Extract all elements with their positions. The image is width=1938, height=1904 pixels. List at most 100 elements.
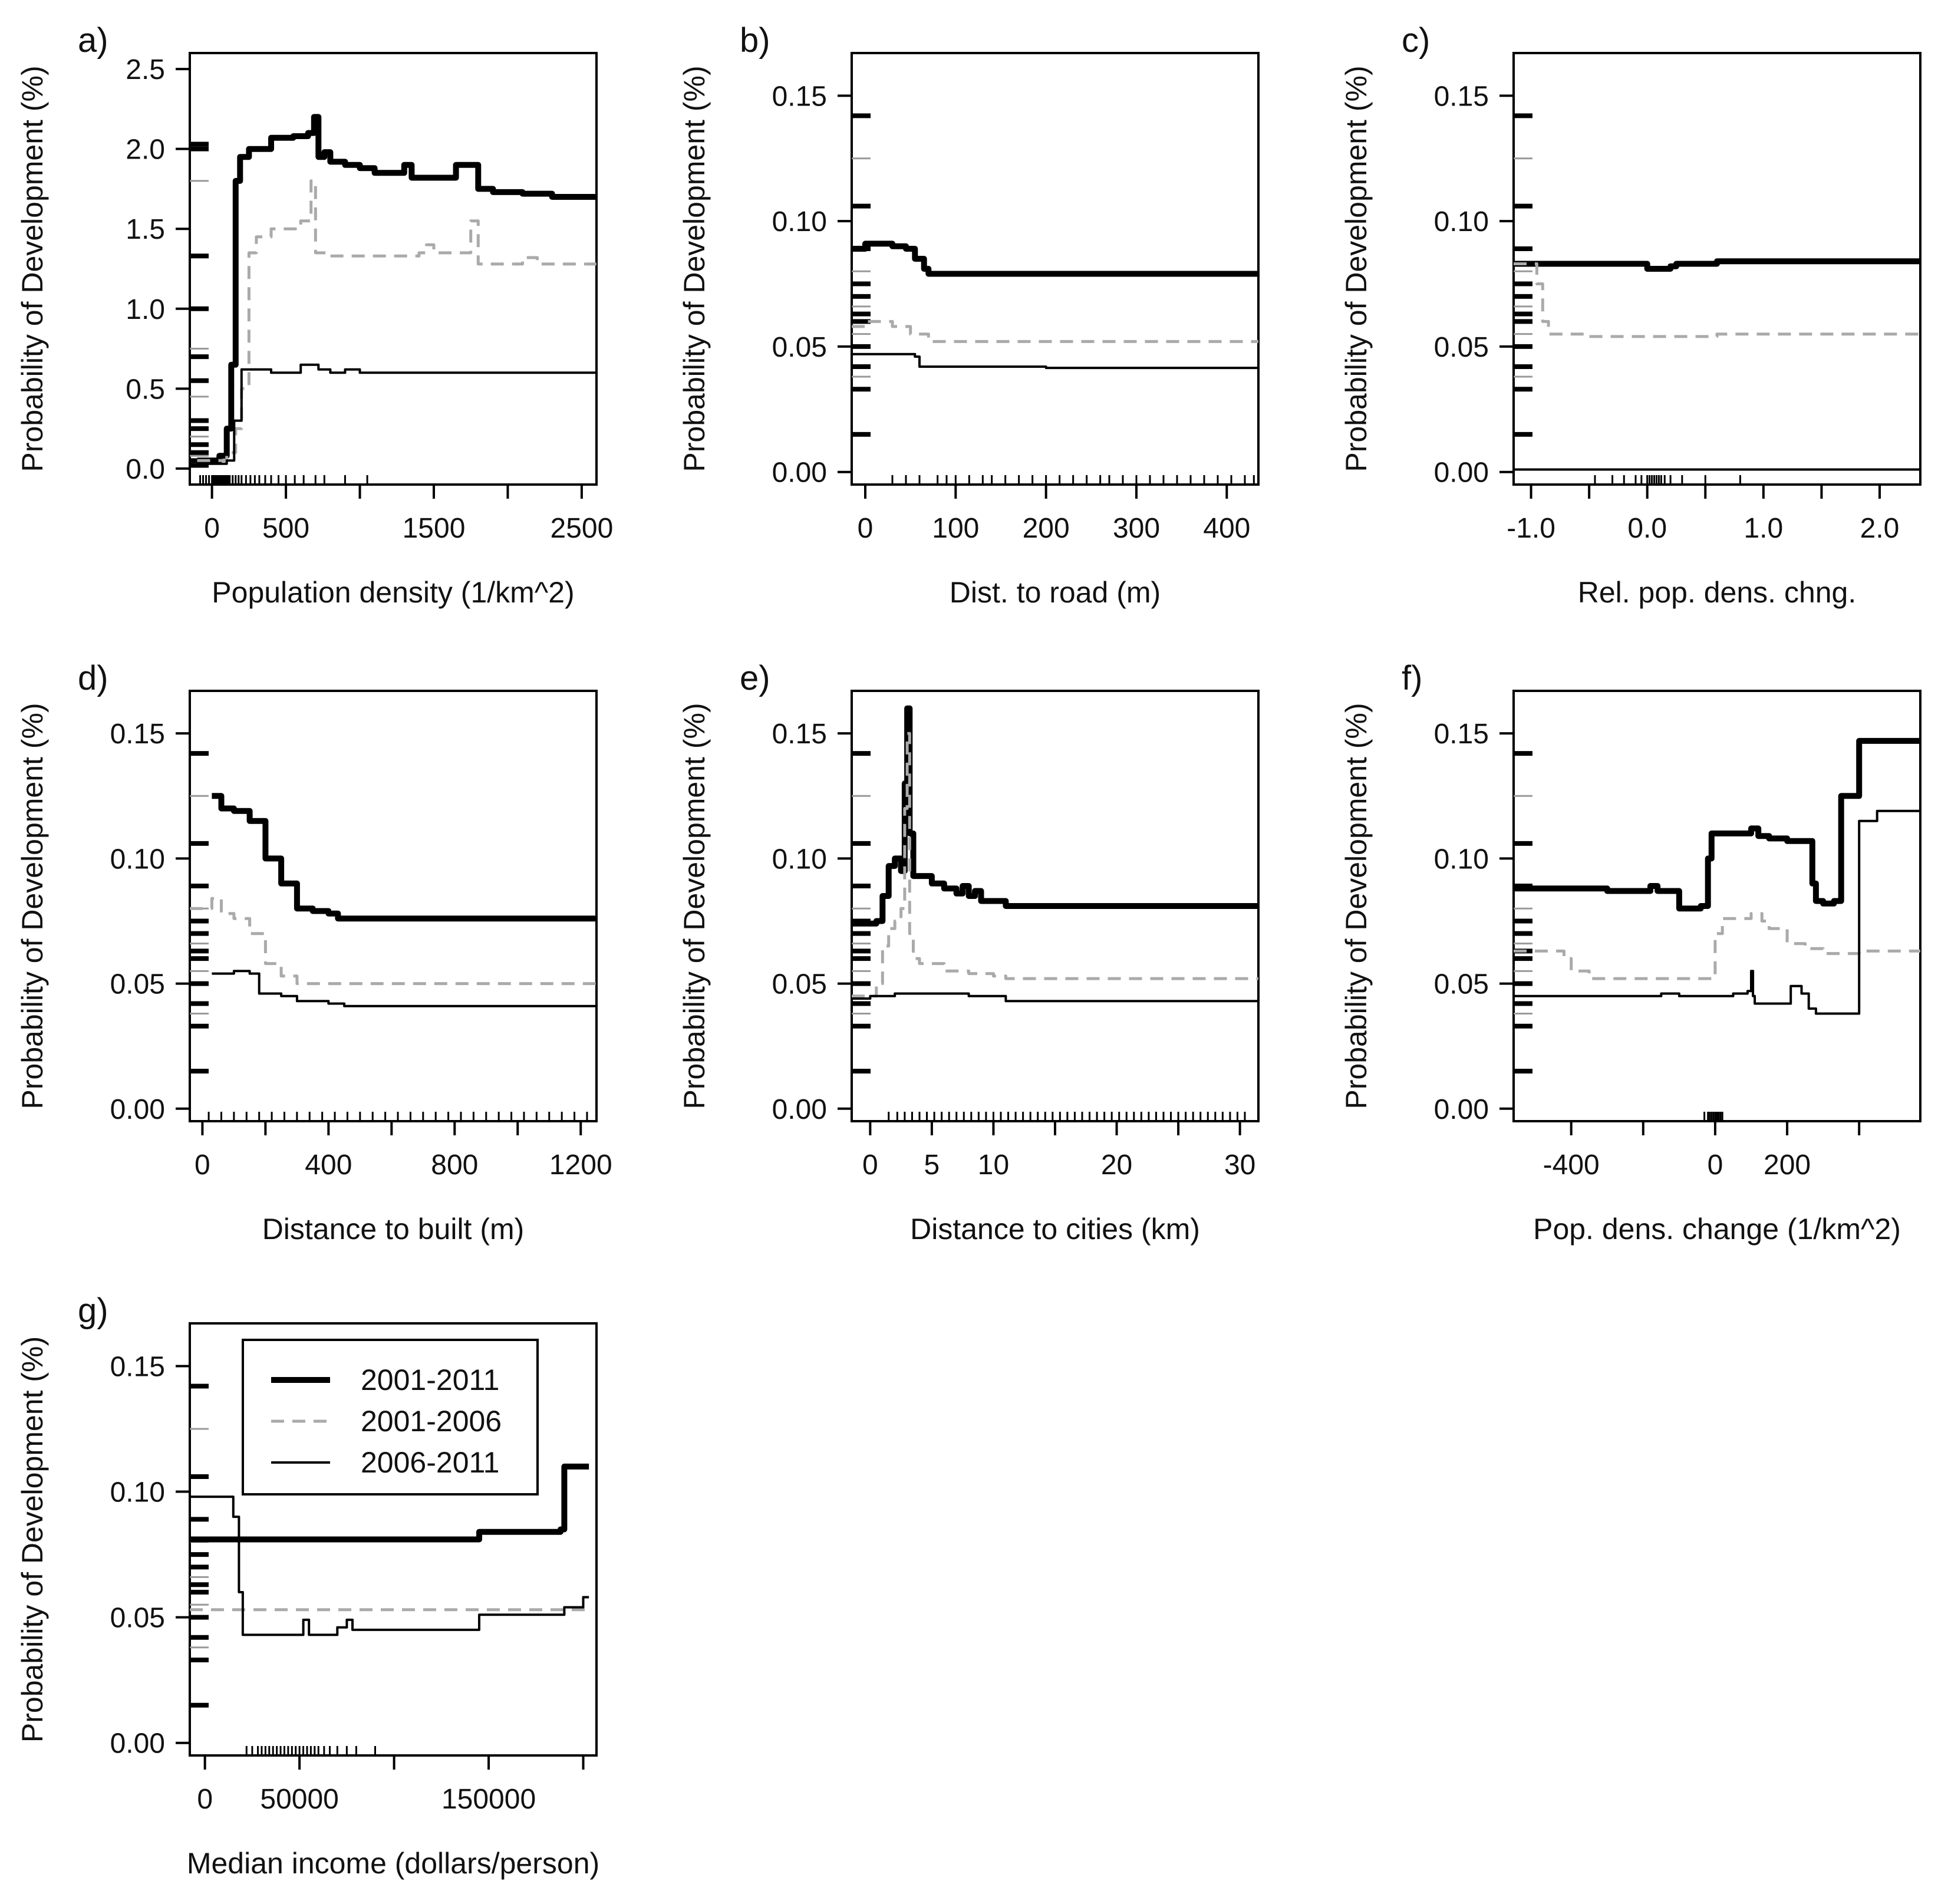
plot-frame (189, 52, 598, 486)
y-tick-label: 0.00 (110, 1094, 165, 1125)
y-tick-label: 1.5 (126, 214, 165, 245)
chart-panel-e: e) 0.00 0.05 0.10 0.15 0 5 10 20 30 Distance to ci… (678, 659, 1260, 1246)
y-tick-label: 0.05 (110, 1603, 165, 1634)
series-line-2006-2011 (852, 992, 1258, 1003)
x-tick-label: -1.0 (1507, 513, 1555, 544)
panel-label: e) (740, 659, 770, 697)
chart-panel-d: d) 0.00 0.05 0.10 0.15 0 400 800 1200 Distance to… (16, 659, 612, 1246)
y-tick-label: 0.15 (1434, 719, 1489, 750)
x-axis-label: Pop. dens. change (1/km^2) (1533, 1213, 1901, 1246)
y-tick-label: 0.15 (772, 719, 827, 750)
y-tick-label: 2.0 (126, 134, 165, 166)
y-tick-label: 0.5 (126, 374, 165, 405)
series-line-2001-2011 (197, 114, 596, 464)
x-tick-label: 100 (932, 513, 979, 544)
series-group (1514, 258, 1920, 471)
x-axis-label: Rel. pop. dens. chng. (1578, 576, 1857, 609)
plot-frame (189, 690, 598, 1122)
x-tick-label: 10 (978, 1149, 1009, 1181)
x-axis-label: Median income (dollars/person) (187, 1847, 599, 1880)
y-axis-label: Probability of Development (%) (16, 65, 49, 472)
x-tick-label: 300 (1113, 513, 1160, 544)
x-tick-label: 1.0 (1743, 513, 1783, 544)
legend-box (242, 1339, 539, 1495)
series-line-2001-2006 (190, 897, 596, 986)
x-tick-label: 0 (197, 1784, 213, 1815)
plot-frame (851, 52, 1260, 486)
series-group (852, 705, 1258, 1003)
x-tick-label: 1200 (549, 1149, 612, 1181)
x-tick-label: 50000 (260, 1784, 338, 1815)
x-tick-label: 0 (858, 513, 874, 544)
series-line-2001-2011 (1514, 258, 1920, 272)
y-tick-label: 0.10 (1434, 206, 1489, 238)
x-tick-label: 0 (204, 513, 220, 544)
panel-label: d) (78, 659, 108, 697)
y-tick-label: 0.15 (110, 719, 165, 750)
series-group (852, 241, 1258, 370)
legend-label: 2001-2011 (361, 1363, 499, 1396)
x-tick-label: 200 (1023, 513, 1070, 544)
y-tick-label: 1.0 (126, 294, 165, 325)
series-group (197, 114, 596, 465)
series-line-2001-2011 (852, 705, 1258, 927)
y-tick-label: 0.10 (772, 206, 827, 238)
x-tick-label: -400 (1543, 1149, 1600, 1181)
y-tick-label: 0.00 (1434, 457, 1489, 489)
y-axis-label: Probability of Development (%) (16, 1336, 49, 1742)
y-axis-label: Probability of Development (%) (1340, 65, 1373, 472)
series-line-2006-2011 (1514, 809, 1920, 1015)
y-tick-label: 0.05 (110, 969, 165, 1000)
series-line-2006-2011 (190, 1495, 589, 1636)
legend-label: 2001-2006 (361, 1405, 502, 1438)
x-tick-label: 30 (1224, 1149, 1255, 1181)
x-axis-label: Population density (1/km^2) (212, 576, 574, 609)
x-tick-label: 800 (431, 1149, 478, 1181)
y-tick-label: 0.05 (772, 969, 827, 1000)
series-line-2001-2006 (197, 179, 596, 462)
y-tick-label: 0.10 (110, 1477, 165, 1508)
x-tick-label: 2.0 (1860, 513, 1900, 544)
x-axis-label: Distance to cities (km) (910, 1213, 1200, 1246)
series-line-2001-2006 (1514, 262, 1920, 338)
series-line-2001-2006 (852, 732, 1258, 998)
series-line-2006-2011 (212, 970, 596, 1007)
series-line-2001-2011 (1514, 737, 1920, 912)
y-tick-label: 0.05 (772, 332, 827, 363)
x-tick-label: 0 (1708, 1149, 1723, 1181)
x-tick-label: 2500 (551, 513, 614, 544)
series-line-2001-2011 (852, 241, 1258, 277)
y-axis-label: Probability of Development (%) (678, 65, 711, 472)
y-tick-label: 0.05 (1434, 969, 1489, 1000)
y-axis-label: Probability of Development (%) (16, 703, 49, 1109)
x-tick-label: 5 (924, 1149, 940, 1181)
y-tick-label: 0.0 (126, 454, 165, 485)
y-tick-label: 0.00 (772, 457, 827, 489)
x-tick-label: 1500 (403, 513, 466, 544)
panel-label: b) (740, 21, 770, 60)
legend: 2001-2011 2001-2006 2006-2011 (242, 1339, 539, 1495)
plot-frame (1512, 52, 1921, 486)
x-tick-label: 20 (1101, 1149, 1132, 1181)
y-tick-label: 0.15 (110, 1351, 165, 1382)
x-tick-label: 0 (862, 1149, 878, 1181)
chart-panel-b: b) 0.00 0.05 0.10 0.15 0 100 200 300 400 Dist. to … (678, 21, 1260, 609)
x-tick-label: 500 (262, 513, 309, 544)
y-tick-label: 0.00 (110, 1728, 165, 1760)
y-tick-label: 0.10 (110, 844, 165, 875)
panel-label: c) (1402, 21, 1430, 60)
series-group (1514, 737, 1920, 1015)
panel-label: g) (78, 1292, 108, 1330)
y-tick-label: 2.5 (126, 54, 165, 85)
legend-label: 2006-2011 (361, 1446, 499, 1479)
series-line-2006-2011 (197, 363, 596, 465)
panel-label: f) (1402, 659, 1422, 697)
chart-panel-g: g) 0.00 0.05 0.10 0.15 0 50000 150000 Median inc… (16, 1292, 599, 1880)
chart-panel-c: c) 0.00 0.05 0.10 0.15 -1.0 0.0 1.0 2.0 Rel. pop.… (1340, 21, 1921, 609)
x-tick-label: 400 (1203, 513, 1250, 544)
series-line-2001-2011 (212, 793, 596, 922)
series-line-2006-2011 (852, 353, 1258, 370)
series-line-2001-2011 (190, 1463, 589, 1543)
x-tick-label: 0.0 (1627, 513, 1667, 544)
